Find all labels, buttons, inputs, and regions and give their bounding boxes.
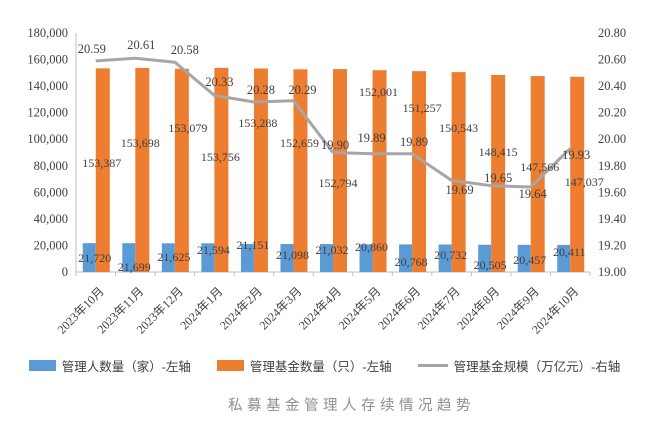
svg-text:20.60: 20.60: [598, 53, 626, 67]
svg-text:40,000: 40,000: [34, 212, 68, 226]
svg-text:20.80: 20.80: [598, 26, 626, 40]
svg-text:20.20: 20.20: [598, 106, 626, 120]
legend-item-managers: 管理人数量（家）-左轴: [28, 356, 191, 375]
svg-text:19.64: 19.64: [519, 187, 548, 201]
svg-text:21,699: 21,699: [118, 260, 151, 274]
svg-text:20.61: 20.61: [127, 38, 155, 52]
svg-text:20.28: 20.28: [247, 83, 275, 97]
data-labels: 21,720 153,387 20.59 21,699 153,698 20.61 21,6…: [78, 38, 604, 274]
legend-label-funds: 管理基金数量（只）-左轴: [249, 359, 392, 374]
svg-text:147,566: 147,566: [520, 160, 559, 174]
left-axis-labels: 180,000 160,000 140,000 120,000 100,000 80,00…: [27, 26, 68, 279]
svg-text:19.60: 19.60: [598, 185, 626, 199]
svg-text:153,079: 153,079: [168, 121, 207, 135]
svg-text:0: 0: [62, 265, 68, 279]
svg-text:20.59: 20.59: [78, 42, 106, 56]
svg-text:20,457: 20,457: [513, 253, 546, 267]
legend-item-funds: 管理基金数量（只）-左轴: [216, 356, 392, 375]
combo-chart: 180,000 160,000 140,000 120,000 100,000 80,00…: [27, 26, 626, 337]
svg-text:19.90: 19.90: [321, 138, 349, 152]
svg-text:140,000: 140,000: [27, 79, 68, 93]
svg-text:19.00: 19.00: [598, 265, 626, 279]
scale-line-swatch-icon: [417, 363, 448, 367]
managers-bar-swatch-icon: [28, 359, 56, 371]
svg-text:20.29: 20.29: [288, 83, 316, 97]
svg-text:100,000: 100,000: [27, 132, 68, 146]
legend-label-scale: 管理基金规模（万亿元）-右轴: [453, 359, 621, 374]
svg-text:120,000: 120,000: [27, 106, 68, 120]
svg-text:152,001: 152,001: [359, 85, 398, 99]
svg-text:19.20: 19.20: [598, 238, 626, 252]
svg-text:160,000: 160,000: [27, 53, 68, 67]
managers-bars: [82, 243, 571, 272]
svg-text:20,732: 20,732: [434, 248, 467, 262]
svg-text:20.40: 20.40: [598, 79, 626, 93]
svg-text:20,505: 20,505: [474, 258, 507, 272]
svg-text:21,151: 21,151: [236, 238, 269, 252]
svg-text:147,037: 147,037: [565, 175, 604, 189]
svg-text:150,543: 150,543: [439, 121, 478, 135]
scale-line: [95, 56, 572, 189]
svg-text:148,415: 148,415: [479, 145, 518, 159]
svg-text:19.69: 19.69: [446, 183, 474, 197]
svg-text:151,257: 151,257: [403, 101, 442, 115]
legend: 管理人数量（家）-左轴 管理基金数量（只）-左轴 管理基金规模（万亿元）-右轴: [0, 350, 649, 380]
svg-text:20.58: 20.58: [171, 43, 199, 57]
svg-text:20.00: 20.00: [598, 132, 626, 146]
right-axis-labels: 20.80 20.60 20.40 20.20 20.00 19.80 19.60 19.40…: [598, 26, 626, 279]
svg-text:21,625: 21,625: [157, 250, 190, 264]
svg-text:20,000: 20,000: [34, 238, 68, 252]
svg-text:21,594: 21,594: [197, 243, 230, 257]
svg-text:21,032: 21,032: [316, 243, 349, 257]
svg-text:153,698: 153,698: [121, 136, 160, 150]
svg-text:20,860: 20,860: [355, 240, 388, 254]
svg-text:80,000: 80,000: [34, 159, 68, 173]
svg-text:152,659: 152,659: [280, 136, 319, 150]
svg-text:21,720: 21,720: [78, 251, 111, 265]
funds-bars: [95, 67, 585, 273]
svg-text:20,768: 20,768: [395, 255, 428, 269]
svg-text:153,387: 153,387: [82, 156, 121, 170]
svg-text:19.89: 19.89: [400, 135, 428, 149]
svg-text:180,000: 180,000: [27, 26, 68, 40]
legend-item-scale: 管理基金规模（万亿元）-右轴: [417, 356, 621, 375]
funds-bar-swatch-icon: [216, 359, 244, 371]
svg-text:19.65: 19.65: [484, 171, 512, 185]
svg-text:21,098: 21,098: [276, 248, 309, 262]
svg-text:153,756: 153,756: [201, 150, 240, 164]
svg-text:20.33: 20.33: [205, 75, 233, 89]
svg-text:152,794: 152,794: [319, 176, 358, 190]
chart-title: 私募基金管理人存续情况趋势: [228, 398, 475, 414]
svg-text:19.40: 19.40: [598, 212, 626, 226]
legend-label-managers: 管理人数量（家）-左轴: [61, 359, 191, 374]
svg-text:19.80: 19.80: [598, 159, 626, 173]
svg-text:153,288: 153,288: [238, 116, 277, 130]
svg-text:60,000: 60,000: [34, 185, 68, 199]
svg-text:20,411: 20,411: [553, 245, 586, 259]
x-axis-labels: 2023年10月2023年11月2023年12月2024年1月2024年2月20…: [55, 284, 582, 336]
svg-text:19.93: 19.93: [562, 148, 590, 162]
svg-text:19.89: 19.89: [357, 131, 385, 145]
